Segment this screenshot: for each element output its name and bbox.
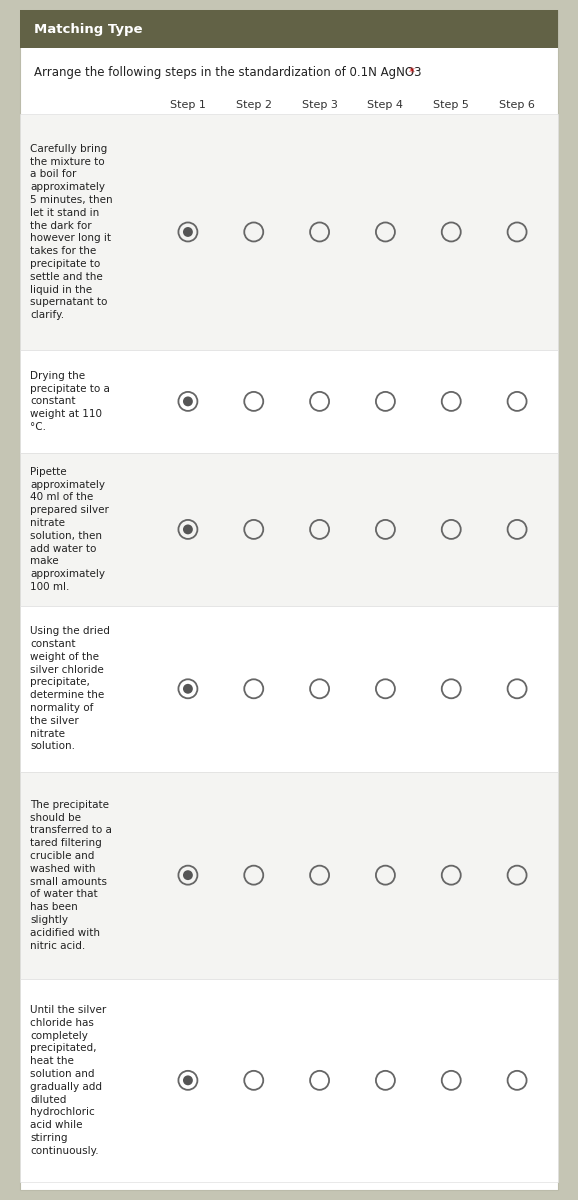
Circle shape: [183, 396, 193, 407]
Bar: [20, 114, 558, 350]
Circle shape: [183, 1075, 193, 1085]
Bar: [20, 452, 558, 606]
Text: Arrange the following steps in the standardization of 0.1N AgNO3: Arrange the following steps in the stand…: [34, 66, 425, 79]
Circle shape: [183, 227, 193, 236]
Bar: [20, 772, 558, 979]
Text: Step 1: Step 1: [170, 100, 206, 110]
Text: The precipitate
should be
transferred to a
tared filtering
crucible and
washed w: The precipitate should be transferred to…: [30, 799, 112, 950]
Text: *: *: [409, 66, 415, 79]
Circle shape: [183, 870, 193, 880]
Text: Step 5: Step 5: [434, 100, 469, 110]
Text: Drying the
precipitate to a
constant
weight at 110
°C.: Drying the precipitate to a constant wei…: [30, 371, 110, 432]
Text: Pipette
approximately
40 ml of the
prepared silver
nitrate
solution, then
add wa: Pipette approximately 40 ml of the prepa…: [30, 467, 109, 592]
Bar: [20, 606, 558, 772]
Text: Until the silver
chloride has
completely
precipitated,
heat the
solution and
gra: Until the silver chloride has completely…: [30, 1004, 106, 1156]
Text: Step 3: Step 3: [302, 100, 338, 110]
Text: Step 2: Step 2: [236, 100, 272, 110]
Bar: [20, 10, 558, 48]
Bar: [20, 979, 558, 1182]
Text: Step 4: Step 4: [368, 100, 403, 110]
Text: Step 6: Step 6: [499, 100, 535, 110]
Circle shape: [183, 684, 193, 694]
Circle shape: [183, 524, 193, 534]
Text: Matching Type: Matching Type: [34, 23, 143, 36]
Text: Using the dried
constant
weight of the
silver chloride
precipitate,
determine th: Using the dried constant weight of the s…: [30, 626, 110, 751]
Text: Carefully bring
the mixture to
a boil for
approximately
5 minutes, then
let it s: Carefully bring the mixture to a boil fo…: [30, 144, 113, 320]
Bar: [20, 350, 558, 452]
